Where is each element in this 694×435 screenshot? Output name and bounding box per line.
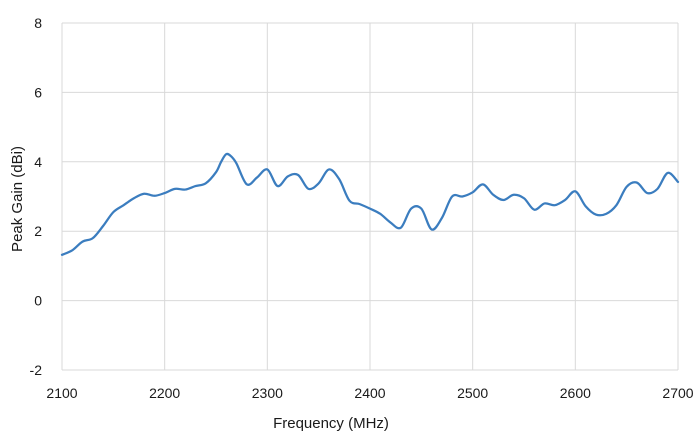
x-tick-label: 2700 [662,385,693,401]
x-tick-label: 2200 [149,385,180,401]
x-tick-label: 2500 [457,385,488,401]
x-tick-label: 2100 [46,385,77,401]
y-tick-label: 0 [34,293,42,309]
y-tick-label: 8 [34,15,42,31]
series-layer [60,152,680,256]
y-tick-label: 4 [34,154,42,170]
gridlines [61,22,679,371]
x-tick-label: 2600 [560,385,591,401]
y-tick-label: -2 [30,362,43,378]
tick-labels: -2 0 2 4 6 8 2100 2200 2300 2400 2500 2600 2700 [30,15,694,401]
x-tick-label: 2400 [354,385,385,401]
y-axis-title: Peak Gain (dBi) [9,146,26,252]
series-line [60,152,680,256]
x-axis-title: Frequency (MHz) [273,415,389,432]
y-tick-label: 6 [34,84,42,100]
y-tick-label: 2 [34,223,42,239]
x-tick-label: 2300 [252,385,283,401]
